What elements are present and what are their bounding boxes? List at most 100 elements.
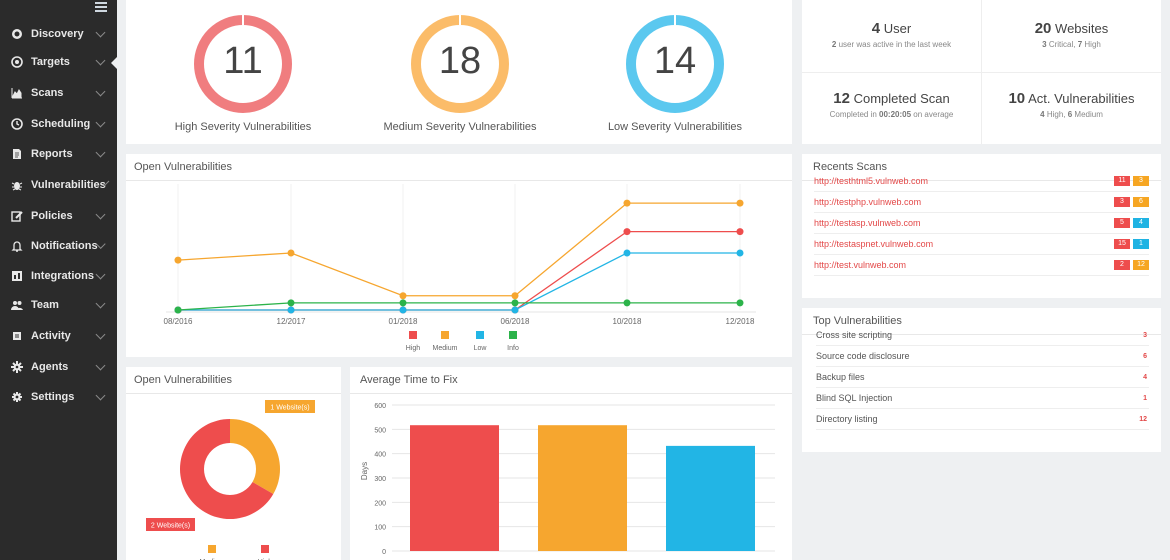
data-point-low[interactable]: [623, 249, 631, 257]
data-point-info[interactable]: [623, 299, 631, 307]
active-vulns-medium-label: Medium: [1074, 110, 1103, 119]
high-count-badge: 15: [1114, 239, 1130, 249]
sidebar-item-label: Targets: [31, 56, 70, 68]
data-point-info[interactable]: [511, 299, 519, 307]
sidebar-item-label: Notifications: [31, 240, 98, 252]
sidebar-item-policies[interactable]: Policies: [0, 203, 117, 229]
data-point-medium[interactable]: [174, 256, 182, 264]
sidebar-item-integrations[interactable]: Integrations: [0, 263, 117, 289]
sidebar-item-label: Agents: [31, 361, 69, 373]
top-vulnerability-row[interactable]: Blind SQL Injection 1: [816, 388, 1149, 409]
completed-scans-stat: 12 Completed Scan Completed in 00:20:05 …: [802, 90, 981, 119]
slice-label-box: [265, 400, 315, 413]
data-point-medium[interactable]: [287, 249, 295, 257]
sidebar-item-reports[interactable]: Reports: [0, 141, 117, 167]
data-point-low[interactable]: [287, 306, 295, 314]
top-vulnerabilities-panel: Top Vulnerabilities Cross site scripting…: [802, 308, 1161, 452]
recent-scans-panel: Recents Scans http://testhtml5.vulnweb.c…: [802, 154, 1161, 298]
x-tick-label: 12/2018: [726, 317, 755, 326]
vulnerability-count: 6: [1143, 352, 1147, 360]
sidebar-item-label: Activity: [31, 330, 71, 342]
data-point-info[interactable]: [287, 299, 295, 307]
data-point-medium[interactable]: [399, 292, 407, 300]
data-point-medium[interactable]: [736, 199, 744, 207]
websites-label: Websites: [1055, 21, 1109, 36]
sidebar: Discovery Targets Scans Scheduling Reports Vu…: [0, 0, 117, 560]
recent-scan-url-link[interactable]: http://testphp.vulnweb.com: [814, 197, 922, 207]
settings-gear-icon: [11, 391, 23, 403]
bar-high[interactable]: [410, 425, 499, 551]
top-vulnerability-row[interactable]: Cross site scripting 3: [816, 325, 1149, 346]
data-point-low[interactable]: [511, 306, 519, 314]
chevron-down-icon[interactable]: [95, 269, 106, 279]
active-vulns-medium: 6: [1067, 110, 1073, 119]
chevron-down-icon[interactable]: [95, 390, 106, 400]
sidebar-item-settings[interactable]: Settings: [0, 384, 117, 410]
active-vulns-stat: 10 Act. Vulnerabilities 4 High, 6 Medium: [982, 90, 1161, 119]
chevron-down-icon[interactable]: [95, 298, 106, 308]
high-count-badge: 2: [1114, 260, 1130, 270]
menu-toggle-icon[interactable]: [95, 2, 107, 12]
sidebar-item-notifications[interactable]: Notifications: [0, 233, 117, 259]
sidebar-item-vulnerabilities[interactable]: Vulnerabilities: [0, 172, 117, 198]
sidebar-item-label: Reports: [31, 148, 73, 160]
websites-critical: 3: [1042, 40, 1047, 49]
agents-gear-icon: [11, 361, 23, 373]
legend-swatch-high: [409, 331, 417, 339]
donut-slice-high[interactable]: [179, 419, 274, 519]
chevron-down-icon[interactable]: [95, 117, 106, 127]
data-point-low[interactable]: [736, 249, 744, 257]
data-point-medium[interactable]: [623, 199, 631, 207]
legend-label-info: Info: [507, 345, 519, 352]
users-count: 4: [871, 20, 881, 37]
chevron-down-icon[interactable]: [95, 147, 106, 157]
recent-scan-url-link[interactable]: http://testaspnet.vulnweb.com: [814, 239, 934, 249]
recent-scan-url-link[interactable]: http://testhtml5.vulnweb.com: [814, 176, 929, 186]
top-vulnerability-row[interactable]: Backup files 4: [816, 367, 1149, 388]
recent-scan-row: http://test.vulnweb.com 2 12: [814, 255, 1149, 276]
vulnerability-name: Cross site scripting: [816, 330, 893, 340]
recent-scan-url-link[interactable]: http://test.vulnweb.com: [814, 260, 907, 270]
sidebar-item-targets[interactable]: Targets: [0, 49, 117, 75]
top-vulnerability-row[interactable]: Directory listing 12: [816, 409, 1149, 430]
x-tick-label: 10/2018: [613, 317, 642, 326]
sidebar-item-agents[interactable]: Agents: [0, 354, 117, 380]
y-tick-label: 300: [374, 476, 386, 483]
data-point-medium[interactable]: [511, 292, 519, 300]
x-tick-label: 06/2018: [501, 317, 530, 326]
recent-scan-row: http://testaspnet.vulnweb.com 15 1: [814, 234, 1149, 255]
data-point-info[interactable]: [174, 306, 182, 314]
vulnerability-count: 3: [1143, 331, 1147, 339]
secondary-count-badge: 4: [1133, 218, 1149, 228]
sidebar-item-label: Settings: [31, 391, 75, 403]
severity-gauges-panel: 11 High Severity Vulnerabilities 18 Medium …: [126, 0, 792, 144]
top-vulnerability-row[interactable]: Source code disclosure 6: [816, 346, 1149, 367]
chevron-down-icon[interactable]: [95, 329, 106, 339]
sidebar-item-scans[interactable]: Scans: [0, 80, 117, 106]
data-point-low[interactable]: [399, 306, 407, 314]
data-point-info[interactable]: [736, 299, 744, 307]
chevron-down-icon[interactable]: [95, 55, 106, 65]
legend-label-high: High: [406, 345, 421, 352]
recent-scan-url-link[interactable]: http://testasp.vulnweb.com: [814, 218, 921, 228]
slice-label-medium: 1 Website(s): [270, 405, 309, 412]
sidebar-item-team[interactable]: Team: [0, 292, 117, 318]
high-count-badge: 11: [1114, 176, 1130, 186]
bar-medium[interactable]: [538, 425, 627, 551]
sidebar-item-discovery[interactable]: Discovery: [0, 21, 117, 47]
chevron-down-icon[interactable]: [95, 360, 106, 370]
sidebar-item-activity[interactable]: Activity: [0, 323, 117, 349]
data-point-high[interactable]: [623, 228, 631, 236]
completed-prefix: Completed in: [829, 110, 877, 119]
donut-slice-medium[interactable]: [230, 419, 280, 494]
chevron-down-icon[interactable]: [95, 27, 106, 37]
chevron-down-icon[interactable]: [95, 209, 106, 219]
sidebar-item-scheduling[interactable]: Scheduling: [0, 111, 117, 137]
chevron-down-icon[interactable]: [95, 86, 106, 96]
active-users-text: user was active in the last week: [838, 40, 952, 49]
data-point-high[interactable]: [736, 228, 744, 236]
data-point-info[interactable]: [399, 299, 407, 307]
team-users-icon: [11, 299, 23, 311]
bar-low[interactable]: [666, 445, 755, 551]
sidebar-item-label: Discovery: [31, 28, 84, 40]
